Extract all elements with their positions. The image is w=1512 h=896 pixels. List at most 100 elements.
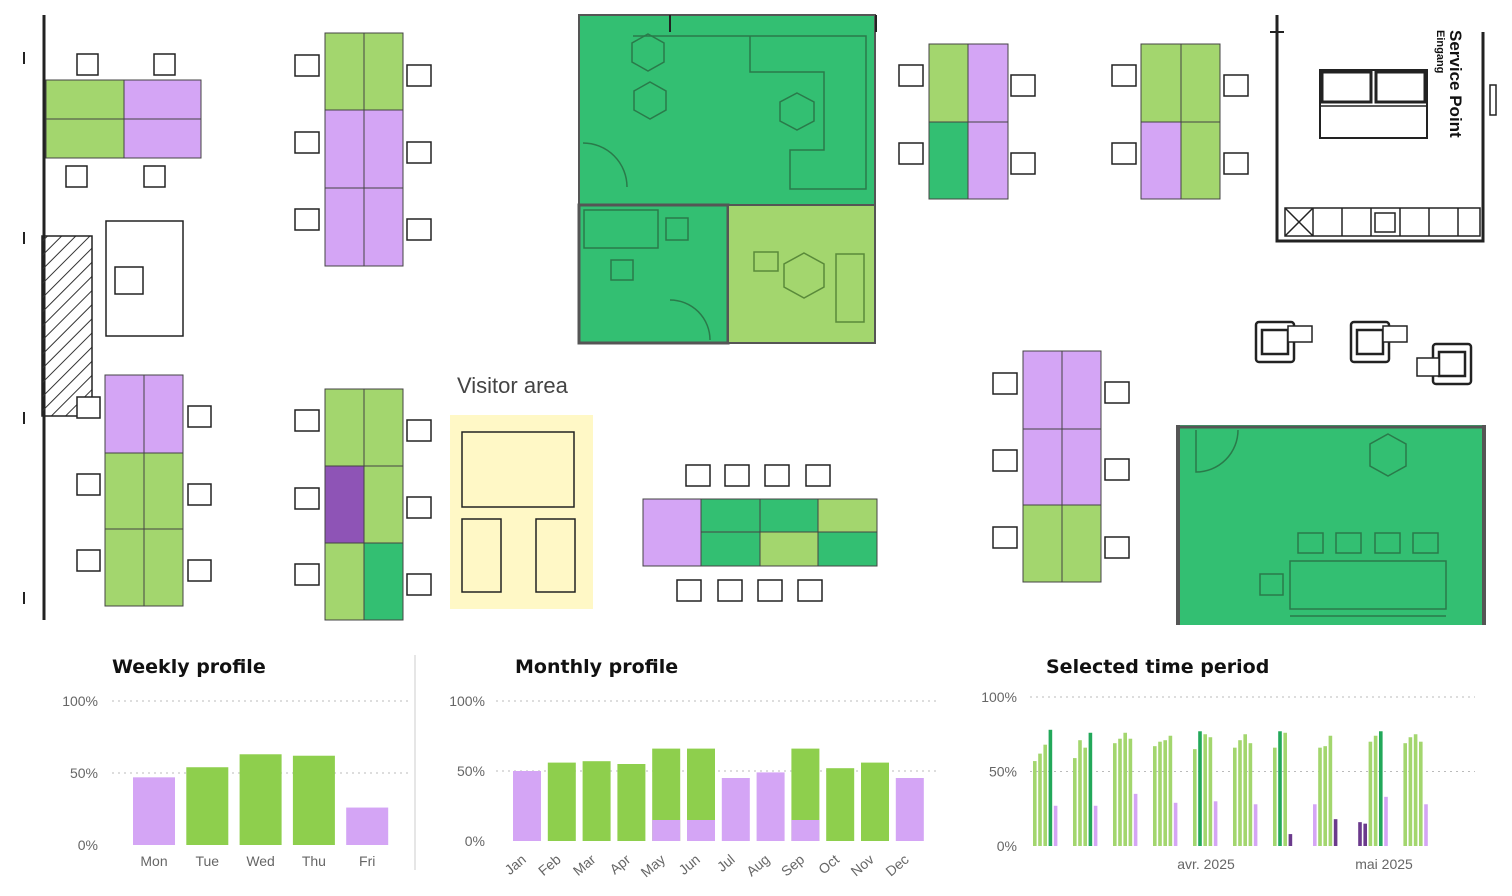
period-bar <box>1208 737 1213 846</box>
x-tick-label: Jul <box>714 851 738 875</box>
monthly-bar <box>617 764 646 841</box>
period-bar <box>1173 802 1178 846</box>
x-tick-label: Wed <box>246 853 275 869</box>
period-bar <box>1158 741 1162 846</box>
period-bar <box>1168 735 1173 846</box>
period-bar <box>1384 796 1388 846</box>
desk-cluster-h[interactable] <box>1022 350 1102 583</box>
period-bar <box>1243 734 1247 846</box>
x-tick-label: Mar <box>570 851 599 879</box>
period-bar <box>1123 732 1127 846</box>
period-bar <box>1283 732 1287 846</box>
meeting-room-right[interactable] <box>1176 425 1486 625</box>
weekly-bar <box>133 777 175 845</box>
period-bar <box>1053 805 1058 846</box>
period-bar <box>1403 743 1407 846</box>
x-tick-label: Tue <box>195 853 219 869</box>
period-bar <box>1373 735 1378 846</box>
desk-cluster-e[interactable] <box>642 498 878 567</box>
monthly-bar <box>582 761 611 841</box>
period-bar <box>1163 740 1167 846</box>
monthly-bar <box>547 762 576 841</box>
monthly-bar <box>721 778 750 841</box>
period-bar <box>1278 731 1282 846</box>
monthly-chart-title: Monthly profile <box>515 656 679 678</box>
desk-cluster-a[interactable] <box>45 79 202 159</box>
y-tick-label: 100% <box>62 693 98 709</box>
period-bar <box>1233 747 1237 846</box>
period-bar <box>1333 819 1338 846</box>
service-point-sublabel: Eingang <box>1434 30 1446 73</box>
y-tick-label: 50% <box>70 765 98 781</box>
period-bar <box>1073 758 1077 846</box>
period-bar <box>1413 734 1418 846</box>
weekly-bar <box>186 767 229 845</box>
period-bar <box>1248 743 1253 846</box>
period-bar <box>1313 804 1317 846</box>
desk-cluster-g[interactable] <box>1140 43 1221 200</box>
y-tick-label: 0% <box>465 833 485 849</box>
monthly-bar <box>756 772 785 841</box>
monthly-bar-segment <box>791 820 820 841</box>
period-bar <box>1033 761 1037 846</box>
y-tick-label: 0% <box>997 838 1017 854</box>
period-bar <box>1213 801 1218 846</box>
visitor-area-label: Visitor area <box>457 373 569 398</box>
x-tick-label: Mon <box>140 853 167 869</box>
period-bar <box>1113 743 1117 846</box>
service-point[interactable] <box>1270 15 1497 243</box>
y-tick-label: 0% <box>78 837 98 853</box>
period-bar <box>1323 746 1327 846</box>
monthly-bar <box>861 762 889 841</box>
meeting-room-large[interactable] <box>578 14 877 206</box>
desk-cluster-c[interactable] <box>104 374 184 607</box>
period-bar <box>1318 747 1322 846</box>
period-bar <box>1419 741 1423 846</box>
period-bar <box>1198 731 1202 846</box>
floor-plan: Visitor area <box>23 14 1497 625</box>
meeting-room-small-b[interactable] <box>727 204 876 344</box>
period-bar <box>1273 747 1277 846</box>
x-tick-label: avr. 2025 <box>1177 856 1235 872</box>
x-tick-label: Thu <box>302 853 326 869</box>
printer-icon <box>1416 342 1473 386</box>
x-tick-label: May <box>638 851 669 880</box>
desk-cluster-f[interactable] <box>928 43 1009 200</box>
x-tick-label: Fri <box>359 853 375 869</box>
period-bar <box>1118 738 1122 846</box>
period-bar <box>1078 740 1082 846</box>
x-tick-label: Feb <box>535 851 564 879</box>
period-chart-title: Selected time period <box>1046 656 1270 678</box>
period-bar <box>1043 744 1047 846</box>
y-tick-label: 100% <box>449 693 485 709</box>
x-tick-label: Jun <box>675 851 703 878</box>
period-bar <box>1408 737 1413 846</box>
x-tick-label: Apr <box>606 851 633 877</box>
period-bar <box>1203 734 1207 846</box>
desk-cluster-d[interactable] <box>324 388 404 621</box>
x-tick-label: mai 2025 <box>1355 856 1413 872</box>
period-bar <box>1038 753 1042 846</box>
period-bar <box>1253 804 1258 846</box>
x-tick-label: Dec <box>882 851 911 879</box>
period-bar <box>1128 738 1133 846</box>
weekly-bar <box>239 754 282 845</box>
weekly-chart-title: Weekly profile <box>112 656 266 678</box>
monthly-bar-segment <box>652 820 681 841</box>
y-tick-label: 100% <box>981 689 1017 705</box>
period-bar <box>1328 735 1333 846</box>
monthly-bar <box>895 778 924 841</box>
monthly-bar-segment <box>687 820 715 841</box>
period-bar <box>1083 747 1087 846</box>
printer-icon <box>1349 320 1408 364</box>
y-tick-label: 50% <box>457 763 485 779</box>
monthly-bar <box>513 771 541 841</box>
x-tick-label: Jan <box>501 851 529 878</box>
desk-cluster-b[interactable] <box>324 32 404 267</box>
period-bar <box>1133 793 1138 846</box>
period-bar <box>1238 740 1242 846</box>
visitor-area[interactable] <box>450 415 593 609</box>
selected-period-chart: 100% 50% 0% avr. 2025 mai 2025 <box>981 689 1475 872</box>
weekly-bar <box>292 755 335 845</box>
meeting-room-small-a[interactable] <box>577 203 730 345</box>
